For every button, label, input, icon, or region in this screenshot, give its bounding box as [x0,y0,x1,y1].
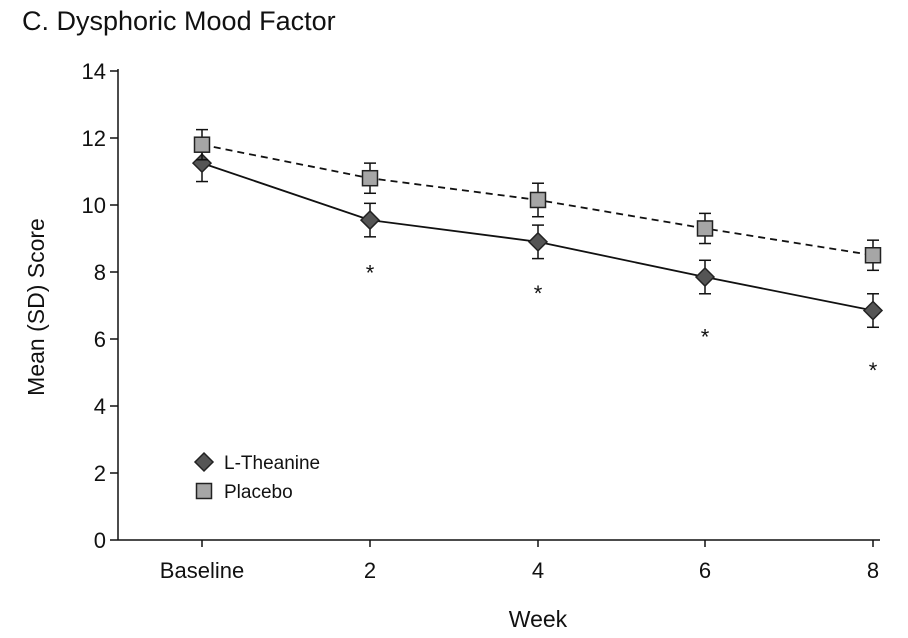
series-layer [191,128,884,329]
annotation-layer: * * * * [366,261,878,383]
x-tick-label: 4 [532,558,544,583]
legend-swatch [193,451,215,473]
data-point [696,220,714,237]
data-point [862,300,884,321]
y-tick-label: 14 [82,59,106,84]
y-tick-label: 4 [94,394,106,419]
data-point [529,191,547,209]
significance-marker: * [701,324,710,349]
x-tick-label: Baseline [160,558,244,583]
x-tick-label: 6 [699,558,711,583]
y-tick-label: 10 [82,193,106,218]
series-l-theanine [191,143,884,329]
y-tick-label: 0 [94,528,106,553]
y-tick-label: 8 [94,260,106,285]
significance-marker: * [366,261,375,286]
series-placebo [193,128,882,272]
y-tick-label: 12 [82,126,106,151]
significance-marker: * [869,358,878,383]
legend: L-Theanine Placebo [193,451,320,503]
legend-item: Placebo [195,482,293,503]
data-point [694,266,716,288]
y-axis-label: Mean (SD) Score [23,218,49,396]
legend-label: L-Theanine [224,453,320,474]
data-point [527,231,549,252]
data-point [359,210,381,231]
legend-item: L-Theanine [193,451,320,474]
legend-label: Placebo [224,482,293,503]
x-axis-label: Week [509,606,568,632]
x-tick-label: 8 [867,558,879,583]
data-point [193,136,211,153]
chart-title: C. Dysphoric Mood Factor [22,6,336,36]
significance-marker: * [534,281,543,306]
y-tick-label: 2 [94,461,106,486]
data-point [361,169,379,187]
data-point [864,247,882,264]
y-tick-label: 6 [94,327,106,352]
legend-swatch [195,482,213,500]
axes: 0 2 4 6 8 10 12 14 Baseline 2 4 6 8 [82,59,880,583]
x-tick-label: 2 [364,558,376,583]
